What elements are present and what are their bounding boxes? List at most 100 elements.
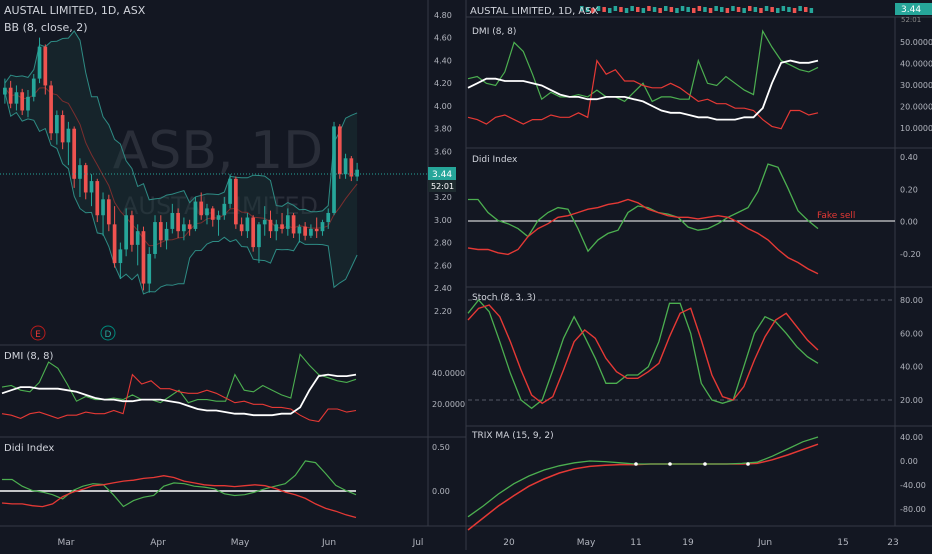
price-tick-label: 2.80	[434, 239, 452, 248]
right-mini-price-pane	[580, 6, 814, 13]
candle-body[interactable]	[285, 215, 290, 229]
right-didi-title[interactable]: Didi Index	[472, 155, 518, 165]
mini-candle	[770, 7, 774, 12]
candle-body[interactable]	[83, 165, 88, 193]
right-x-tick-label: 23	[887, 538, 898, 548]
candle-body[interactable]	[112, 224, 117, 264]
mini-candle	[708, 8, 713, 13]
right-didi-long-line	[467, 198, 819, 275]
dividend-marker[interactable]: D	[105, 330, 112, 340]
left-didi-title[interactable]: Didi Index	[4, 443, 54, 454]
candle-body[interactable]	[222, 203, 227, 216]
candle-body[interactable]	[262, 219, 267, 225]
mini-candle	[585, 7, 590, 12]
candle-body[interactable]	[337, 126, 342, 175]
mini-candle	[591, 8, 595, 13]
candle-body[interactable]	[228, 178, 232, 204]
candle-body[interactable]	[130, 215, 134, 245]
trix-cross-marker	[703, 462, 707, 466]
right-stoch-pane: Stoch (8, 3, 3)	[467, 293, 895, 410]
candle-body[interactable]	[291, 215, 296, 234]
candle-body[interactable]	[31, 78, 36, 97]
candle-body[interactable]	[297, 226, 302, 234]
mini-candle	[664, 6, 668, 11]
candle-body[interactable]	[187, 224, 192, 229]
stoch-tick-label: 80.00	[900, 296, 923, 305]
candle-body[interactable]	[355, 169, 359, 177]
candle-body[interactable]	[72, 128, 77, 179]
candle-body[interactable]	[245, 217, 250, 232]
candle-body[interactable]	[20, 92, 25, 111]
candle-body[interactable]	[43, 46, 48, 86]
mini-candle	[720, 7, 724, 12]
candle-body[interactable]	[182, 224, 186, 232]
left-x-tick-label: Jul	[412, 538, 424, 548]
earnings-marker[interactable]: E	[35, 330, 41, 340]
price-tick-label: 4.60	[434, 34, 452, 43]
mini-candle	[636, 7, 640, 12]
candle-body[interactable]	[320, 222, 325, 232]
right-dmi-title[interactable]: DMI (8, 8)	[472, 27, 516, 37]
candle-body[interactable]	[8, 87, 13, 104]
candle-body[interactable]	[268, 219, 273, 232]
candle-body[interactable]	[257, 224, 261, 248]
bb-indicator-label[interactable]: BB (8, close, 2)	[4, 21, 88, 34]
candle-body[interactable]	[193, 201, 198, 229]
candle-body[interactable]	[274, 224, 279, 232]
axes: 4.804.604.404.204.003.803.603.403.203.00…	[58, 11, 932, 548]
candle-body[interactable]	[118, 249, 123, 264]
candle-body[interactable]	[326, 212, 331, 223]
earnings-marker-circle[interactable]	[30, 325, 46, 341]
left-dmi-title[interactable]: DMI (8, 8)	[4, 351, 53, 362]
candle-body[interactable]	[135, 231, 140, 245]
price-tick-label: 4.80	[434, 11, 452, 20]
candle-body[interactable]	[49, 85, 53, 134]
price-tick-label: 2.40	[434, 284, 452, 293]
candle-body[interactable]	[158, 222, 163, 241]
candle-body[interactable]	[251, 217, 256, 248]
price-tick-label: 3.00	[434, 216, 452, 225]
candle-body[interactable]	[124, 215, 128, 250]
candle-body[interactable]	[60, 115, 65, 143]
candle-body[interactable]	[343, 158, 348, 175]
candle-body[interactable]	[153, 222, 157, 254]
candle-body[interactable]	[176, 212, 180, 232]
candle-body[interactable]	[234, 178, 238, 225]
candle-body[interactable]	[14, 92, 19, 104]
candle-body[interactable]	[205, 208, 209, 216]
candle-body[interactable]	[164, 228, 169, 241]
candle-body[interactable]	[170, 212, 175, 229]
candle-body[interactable]	[95, 181, 100, 216]
stoch-title[interactable]: Stoch (8, 3, 3)	[472, 293, 536, 303]
candle-body[interactable]	[101, 199, 105, 216]
dividend-marker-circle[interactable]	[100, 325, 116, 341]
candle-body[interactable]	[3, 87, 7, 95]
mini-candle	[669, 7, 674, 12]
candle-body[interactable]	[332, 126, 336, 213]
candle-body[interactable]	[89, 181, 94, 193]
candle-body[interactable]	[37, 46, 42, 79]
mini-candle	[680, 6, 685, 11]
trix-title[interactable]: TRIX MA (15, 9, 2)	[471, 431, 554, 441]
candle-body[interactable]	[314, 228, 319, 232]
candle-body[interactable]	[239, 224, 244, 232]
candle-body[interactable]	[147, 253, 152, 284]
candle-body[interactable]	[309, 228, 313, 236]
right-didi-tick-label: -0.20	[900, 250, 921, 259]
candle-body[interactable]	[349, 158, 354, 177]
candle-body[interactable]	[210, 208, 215, 220]
right-dmi-di-line	[467, 59, 819, 130]
candle-body[interactable]	[199, 201, 204, 216]
mini-candle	[764, 6, 769, 11]
candle-body[interactable]	[303, 226, 307, 236]
candle-body[interactable]	[66, 128, 71, 143]
candle-body[interactable]	[216, 215, 221, 220]
candle-body[interactable]	[106, 199, 111, 225]
candle-body[interactable]	[55, 115, 59, 134]
candle-body[interactable]	[26, 96, 30, 111]
candle-body[interactable]	[280, 224, 284, 229]
candle-body[interactable]	[78, 165, 82, 179]
left-dmi-tick-label: 20.0000	[432, 400, 465, 409]
candle-body[interactable]	[141, 231, 146, 284]
